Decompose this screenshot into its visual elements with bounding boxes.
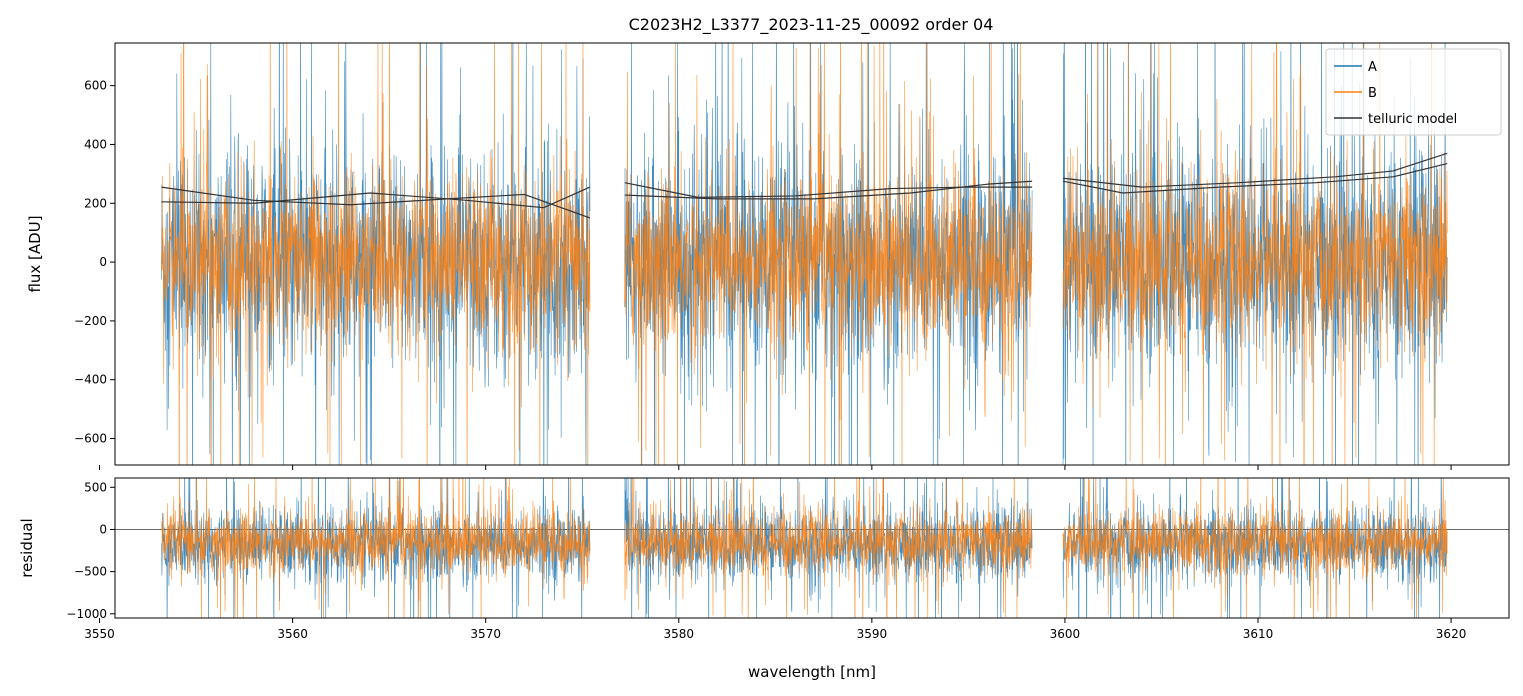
legend-label-telluric: telluric model [1368,112,1457,127]
telluric-model-segment-1-curve-0 [624,182,1033,198]
series-b-segment-0 [161,478,591,618]
telluric-model-segment-1-curve-1 [624,180,1033,200]
series-b-segment-2 [1062,478,1448,618]
y-tick-label: −400 [74,373,107,387]
bottom-panel: −1000 −500 0 500 3550 3560 3570 3580 3590 3600 36… [18,477,1510,681]
legend-label-b: B [1368,86,1377,101]
y-tick-label: 500 [84,480,107,494]
chart-title: C2023H2_L3377_2023-11-25_00092 order 04 [629,15,994,35]
series-a-segment-1 [624,43,1033,465]
y-tick-label: 0 [99,522,107,536]
y-tick-label: 400 [84,137,107,151]
y-tick-label: 600 [84,79,107,93]
telluric-model-segment-0-curve-1 [161,186,591,209]
top-y-ticks: −600 −400 −200 0 200 400 600 [74,79,115,446]
x-tick-label: 3610 [1243,627,1274,641]
legend-label-a: A [1368,60,1377,75]
telluric-model-segment-2-curve-1 [1062,162,1448,194]
bottom-x-ticks: 3550 3560 3570 3580 3590 3600 3610 3620 [84,618,1466,641]
y-tick-label: −1000 [66,607,107,621]
bottom-axes-frame [114,477,1510,619]
telluric-model-segment-0-curve-0 [161,186,591,219]
telluric-model-segment-2-curve-0 [1062,152,1448,188]
x-tick-label: 3570 [470,627,501,641]
series-b-segment-1 [624,478,1033,618]
x-tick-label: 3580 [664,627,695,641]
legend: A B telluric model [1325,48,1502,136]
y-tick-label: −600 [74,432,107,446]
bottom-y-ticks: −1000 −500 0 500 [66,480,115,621]
series-b-segment-2 [1062,43,1448,465]
x-tick-label: 3560 [277,627,308,641]
legend-box [1325,48,1502,136]
x-axis-label: wavelength [nm] [748,663,876,681]
x-tick-label: 3590 [857,627,888,641]
series-b-segment-1 [624,43,1033,465]
bottom-plot-area [115,478,1509,618]
y-tick-label: 200 [84,196,107,210]
x-tick-label: 3620 [1436,627,1467,641]
x-tick-label: 3550 [84,627,115,641]
series-b-segment-0 [161,43,591,465]
y-tick-label: −200 [74,314,107,328]
x-tick-label: 3600 [1050,627,1081,641]
top-panel: −600 −400 −200 0 200 400 600 flux [ADU] A B te… [26,42,1510,470]
telluric-model-lines [161,152,1448,219]
top-plot-area [161,43,1448,465]
y-tick-label: −500 [74,565,107,579]
top-axes-frame [114,42,1510,466]
top-x-ticks [99,465,1452,470]
y-tick-label: 0 [99,255,107,269]
top-y-axis-label: flux [ADU] [26,215,44,292]
bottom-y-axis-label: residual [18,518,36,577]
